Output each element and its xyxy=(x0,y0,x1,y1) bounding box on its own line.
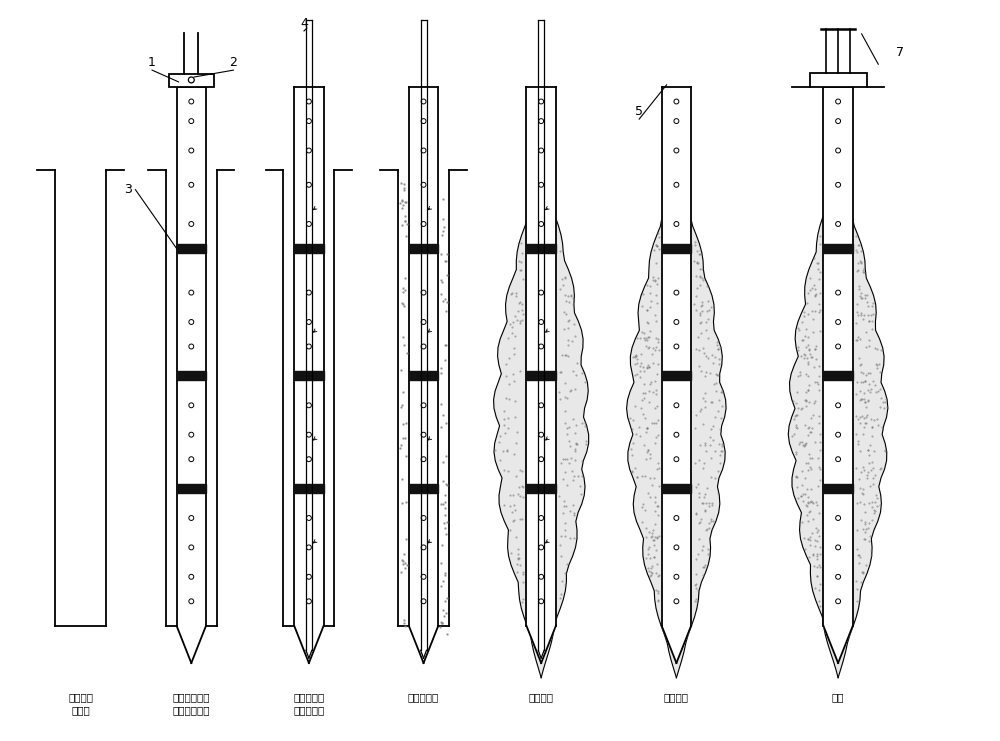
Text: 二次注浆: 二次注浆 xyxy=(664,692,689,702)
Bar xyxy=(294,244,324,253)
Bar xyxy=(169,74,214,87)
Bar xyxy=(662,244,691,253)
Text: 一次注浆: 一次注浆 xyxy=(529,692,554,702)
Text: 投放细碎石: 投放细碎石 xyxy=(408,692,439,702)
Bar xyxy=(526,484,556,493)
Bar xyxy=(294,484,324,493)
Bar xyxy=(823,244,853,253)
Polygon shape xyxy=(788,165,888,678)
Polygon shape xyxy=(409,87,438,663)
Bar xyxy=(810,73,867,87)
Text: 3: 3 xyxy=(124,183,132,196)
Polygon shape xyxy=(823,87,853,663)
Bar xyxy=(526,244,556,253)
Text: 封口: 封口 xyxy=(832,692,844,702)
Bar xyxy=(177,244,206,253)
Text: 1: 1 xyxy=(148,56,156,69)
Text: 焊接对中架并
下放微型钢管: 焊接对中架并 下放微型钢管 xyxy=(173,692,210,716)
Text: 2: 2 xyxy=(230,56,237,69)
Bar xyxy=(823,484,853,493)
Bar xyxy=(409,371,438,380)
Text: 7: 7 xyxy=(896,46,904,59)
Polygon shape xyxy=(627,165,726,678)
Bar xyxy=(294,371,324,380)
Text: 下放注浆管
并二次清孔: 下放注浆管 并二次清孔 xyxy=(293,692,325,716)
Polygon shape xyxy=(526,87,556,663)
Polygon shape xyxy=(662,87,691,663)
Polygon shape xyxy=(494,165,589,678)
Bar xyxy=(662,371,691,380)
Bar xyxy=(177,484,206,493)
Text: 4: 4 xyxy=(300,16,308,30)
Polygon shape xyxy=(177,87,206,663)
Text: 5: 5 xyxy=(635,104,643,118)
Bar xyxy=(177,371,206,380)
Bar xyxy=(823,371,853,380)
Bar xyxy=(662,484,691,493)
Bar xyxy=(526,371,556,380)
Polygon shape xyxy=(294,87,324,663)
Bar xyxy=(409,484,438,493)
Text: 定点钻孔
并清孔: 定点钻孔 并清孔 xyxy=(68,692,93,716)
Bar xyxy=(409,244,438,253)
